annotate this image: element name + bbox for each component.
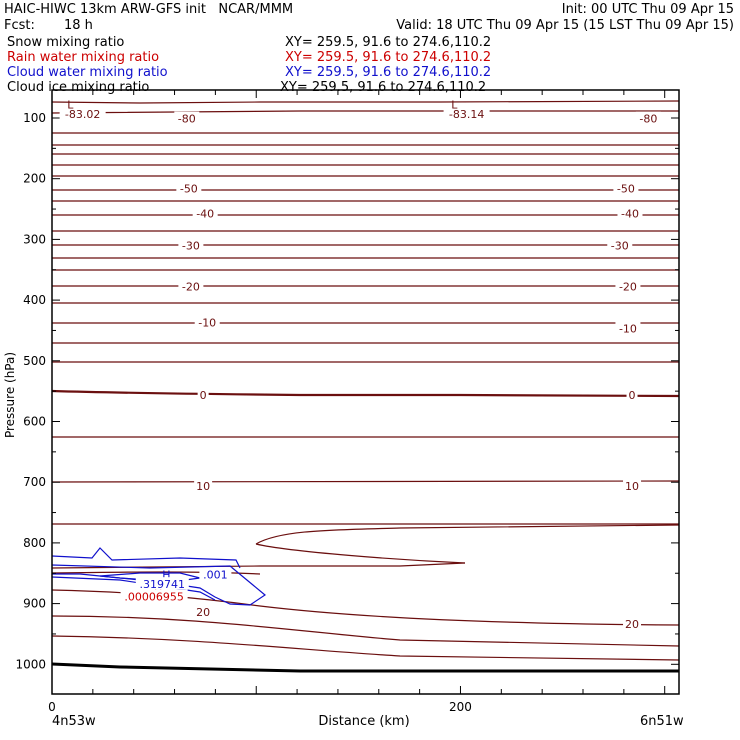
field-xy-snow: XY= 259.5, 91.6 to 274.6,110.2 [285,35,492,50]
y-tick-label: 500 [23,354,46,368]
temperature-isoline [51,110,679,114]
rain-water-contour-label: .00006955 [124,590,184,603]
temperature-contour-label: 0 [200,389,207,402]
label-backdrop [623,617,642,630]
cloud-water-contour-label: .319741 [140,578,186,591]
extremum-label: L [67,99,74,112]
temperature-isoline [51,635,680,661]
forecast-value: 18 h [64,18,93,33]
plot-frame [51,89,680,695]
extremum-label: L [451,99,458,112]
temperature-contour-label: 20 [196,606,210,619]
label-backdrop [178,279,204,292]
temperature-contour-label: -80 [639,113,657,126]
label-backdrop [194,315,220,328]
label-backdrop [635,111,661,124]
y-tick-label: 600 [23,415,46,429]
temperature-isoline [51,100,680,104]
extremum-label: H [162,568,170,581]
temperature-isoline [51,615,680,647]
temperature-contour-label: -83.02 [65,108,100,121]
temperature-contour-label: 10 [625,480,639,493]
temperature-contour-label: -50 [617,182,635,195]
cloud-water-isoline [51,547,241,569]
temperature-isoline [51,562,466,569]
left-endpoint-label: 4n53w [52,714,96,729]
label-backdrop [615,321,641,334]
zero-degree-isoline [51,389,680,398]
y-tick-label: 400 [23,293,46,307]
temperature-contour-label: -20 [182,281,200,294]
temperature-contour-label: -20 [619,281,637,294]
field-name-cloud-ice: Cloud ice mixing ratio [7,80,150,95]
label-backdrop [59,106,106,119]
plot-border [51,89,680,695]
y-axis-label: Pressure (hPa) [3,352,17,438]
temperature-contour-label: 0 [629,389,636,402]
y-tick-label: 200 [23,172,46,186]
cloud-water-contour-label: .001 [203,568,228,581]
label-backdrop [178,238,204,251]
label-backdrop [197,387,209,400]
y-tick-label: 800 [23,536,46,550]
temperature-contour-label: -50 [180,182,198,195]
label-backdrop [135,577,189,590]
x-tick-label: 200 [449,700,472,714]
y-tick-label: 1000 [15,657,46,671]
label-backdrop [192,206,218,219]
x-axis-label: Distance (km) [318,714,409,729]
temperature-isoline [255,543,466,564]
temperature-contour-label: -40 [196,207,214,220]
terrain-line [51,662,679,673]
field-xy-cloud-water: XY= 259.5, 91.6 to 274.6,110.2 [285,65,492,80]
field-xy-cloud-ice: XY= 259.5, 91.6 to 274.6,110.2 [280,80,487,95]
label-backdrop [194,478,213,491]
temperature-contour-label: 10 [196,480,210,493]
plot-title: HAIC-HIWC 13km ARW-GFS init NCAR/MMM [4,2,294,17]
y-tick-label: 100 [23,111,46,125]
right-endpoint-label: 6n51w [640,714,684,729]
field-xy-rain: XY= 259.5, 91.6 to 274.6,110.2 [285,50,492,65]
field-name-cloud-water: Cloud water mixing ratio [7,65,168,80]
field-name-rain: Rain water mixing ratio [7,50,160,65]
y-tick-label: 300 [23,232,46,246]
label-backdrop [120,589,188,602]
y-tick-label: 700 [23,475,46,489]
field-name-snow: Snow mixing ratio [7,35,125,50]
temperature-contour-label: -30 [182,239,200,252]
label-backdrop [617,206,643,219]
label-backdrop [174,111,200,124]
init-time: Init: 00 UTC Thu 09 Apr 15 [561,2,734,17]
temperature-isoline [255,524,680,545]
valid-time: Valid: 18 UTC Thu 09 Apr 15 (15 LST Thu … [396,18,734,33]
temperature-contour-label: -10 [198,317,216,330]
label-backdrop [194,605,213,618]
label-backdrop [615,279,641,292]
temperature-contour-label: -80 [178,113,196,126]
forecast-label: Fcst: [4,18,35,33]
temperature-contour-label: -40 [621,207,639,220]
y-tick-label: 900 [23,597,46,611]
temperature-contour-label: -10 [619,323,637,336]
temperature-isoline [51,480,680,483]
temperature-contours [51,100,680,673]
temperature-contour-label: -30 [611,239,629,252]
label-backdrop [199,567,232,580]
label-backdrop [443,106,490,119]
temperature-contour-label: 20 [625,618,639,631]
label-backdrop [613,181,639,194]
label-backdrop [623,478,642,491]
temperature-isoline [51,571,261,575]
contour-labels: -83.02 -83.14 -80 -80 -50 -50 -40 -40 -30 -30 -20 -… [59,99,661,631]
x-tick-label: 0 [48,700,56,714]
label-backdrop [626,387,638,400]
label-backdrop [607,238,633,251]
temperature-contour-label: -83.14 [449,108,484,121]
label-backdrop [176,181,202,194]
